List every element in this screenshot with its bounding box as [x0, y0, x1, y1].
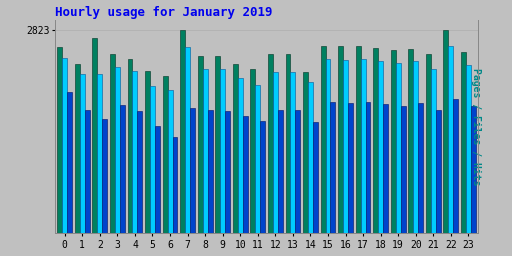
- Bar: [330, 102, 335, 233]
- Bar: [321, 46, 326, 233]
- Bar: [145, 71, 150, 233]
- Bar: [137, 111, 142, 233]
- Bar: [225, 111, 230, 233]
- Bar: [286, 54, 290, 233]
- Bar: [431, 69, 436, 233]
- Bar: [396, 63, 401, 233]
- Bar: [180, 30, 185, 233]
- Bar: [373, 48, 378, 233]
- Bar: [360, 59, 366, 233]
- Bar: [413, 61, 418, 233]
- Bar: [471, 106, 476, 233]
- Bar: [243, 116, 248, 233]
- Bar: [466, 65, 471, 233]
- Bar: [163, 76, 167, 233]
- Bar: [216, 56, 220, 233]
- Bar: [449, 46, 453, 233]
- Bar: [303, 72, 308, 233]
- Bar: [343, 60, 348, 233]
- Bar: [207, 110, 212, 233]
- Bar: [383, 104, 388, 233]
- Bar: [133, 71, 137, 233]
- Bar: [150, 86, 155, 233]
- Bar: [190, 108, 195, 233]
- Bar: [290, 72, 295, 233]
- Bar: [295, 110, 300, 233]
- Bar: [57, 47, 62, 233]
- Bar: [338, 46, 343, 233]
- Y-axis label: Pages / Files / Hits: Pages / Files / Hits: [471, 68, 481, 185]
- Bar: [173, 137, 178, 233]
- Bar: [80, 74, 85, 233]
- Bar: [250, 69, 255, 233]
- Bar: [378, 61, 383, 233]
- Text: Hourly usage for January 2019: Hourly usage for January 2019: [55, 6, 272, 18]
- Bar: [233, 64, 238, 233]
- Bar: [62, 58, 67, 233]
- Bar: [203, 69, 207, 233]
- Bar: [268, 54, 273, 233]
- Bar: [110, 54, 115, 233]
- Bar: [453, 99, 458, 233]
- Bar: [120, 105, 125, 233]
- Bar: [115, 67, 120, 233]
- Bar: [313, 122, 318, 233]
- Bar: [278, 110, 283, 233]
- Bar: [426, 54, 431, 233]
- Bar: [127, 59, 133, 233]
- Bar: [85, 110, 90, 233]
- Bar: [443, 30, 449, 233]
- Bar: [198, 56, 203, 233]
- Bar: [102, 119, 107, 233]
- Bar: [167, 90, 173, 233]
- Bar: [97, 74, 102, 233]
- Bar: [273, 72, 278, 233]
- Bar: [155, 126, 160, 233]
- Bar: [326, 59, 330, 233]
- Bar: [366, 102, 371, 233]
- Bar: [67, 92, 72, 233]
- Bar: [436, 110, 441, 233]
- Bar: [185, 47, 190, 233]
- Bar: [308, 82, 313, 233]
- Bar: [401, 106, 406, 233]
- Bar: [461, 52, 466, 233]
- Bar: [238, 78, 243, 233]
- Bar: [93, 38, 97, 233]
- Bar: [260, 121, 265, 233]
- Bar: [255, 84, 260, 233]
- Bar: [220, 69, 225, 233]
- Bar: [418, 102, 423, 233]
- Bar: [75, 64, 80, 233]
- Bar: [391, 50, 396, 233]
- Bar: [356, 46, 360, 233]
- Bar: [409, 49, 413, 233]
- Bar: [348, 102, 353, 233]
